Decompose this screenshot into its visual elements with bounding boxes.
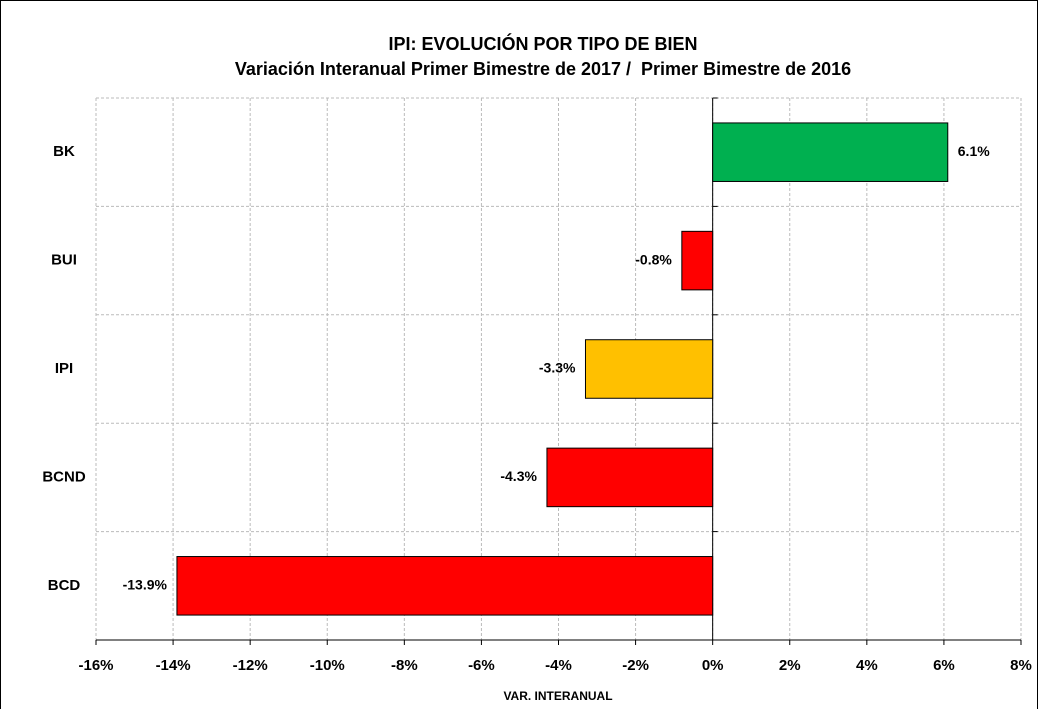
y-tick-label: BCND xyxy=(42,468,85,485)
y-tick-label: IPI xyxy=(55,360,73,377)
x-axis-label: VAR. INTERANUAL xyxy=(503,689,612,703)
x-tick-label: -8% xyxy=(391,657,418,674)
bar xyxy=(712,122,949,182)
x-tick-label: -2% xyxy=(622,657,649,674)
value-label: -4.3% xyxy=(500,468,537,484)
x-tick-label: 0% xyxy=(702,657,724,674)
value-label: 6.1% xyxy=(958,143,990,159)
y-tick-label: BCD xyxy=(48,577,81,594)
y-tick-label: BK xyxy=(53,143,75,160)
x-tick-label: 6% xyxy=(933,657,955,674)
x-tick-label: 8% xyxy=(1010,657,1032,674)
x-tick-label: -12% xyxy=(233,657,268,674)
x-tick-label: 4% xyxy=(856,657,878,674)
y-tick-label: BUI xyxy=(51,252,77,269)
x-tick-label: 2% xyxy=(779,657,801,674)
chart-subtitle: Variación Interanual Primer Bimestre de … xyxy=(235,59,851,79)
value-label: -3.3% xyxy=(539,360,576,376)
x-tick-label: -16% xyxy=(78,657,113,674)
x-tick-label: -10% xyxy=(310,657,345,674)
x-tick-label: -14% xyxy=(156,657,191,674)
bar xyxy=(546,447,714,508)
bar xyxy=(681,230,714,291)
x-tick-label: -6% xyxy=(468,657,495,674)
bar xyxy=(584,339,714,399)
x-tick-label: -4% xyxy=(545,657,572,674)
chart-title: IPI: EVOLUCIÓN POR TIPO DE BIEN xyxy=(388,33,697,54)
bar xyxy=(176,556,714,616)
value-label: -13.9% xyxy=(123,577,168,593)
value-label: -0.8% xyxy=(635,251,672,267)
